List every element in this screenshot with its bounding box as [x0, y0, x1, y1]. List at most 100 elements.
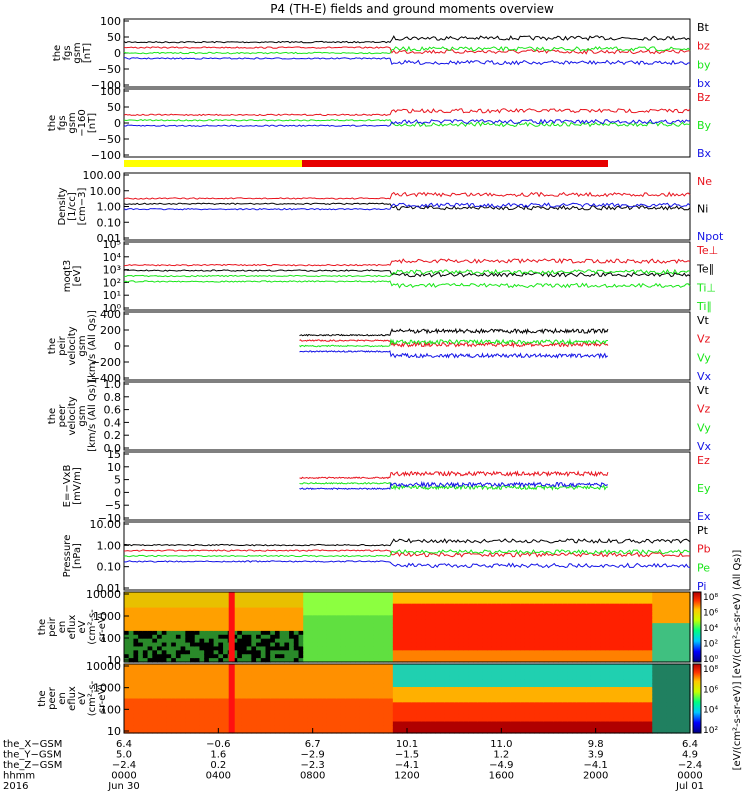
spectrogram-cell: [336, 642, 342, 648]
spectrogram-cell: [534, 627, 540, 632]
spectrogram-cell: [185, 627, 191, 632]
spectrogram-cell: [576, 690, 583, 696]
spectrogram-cell: [421, 619, 427, 624]
spectrogram-cell: [138, 698, 144, 703]
series-trace: [123, 549, 691, 558]
spectrogram-cell: [256, 650, 262, 655]
spectrogram-cell: [628, 683, 634, 688]
spectrogram-cell: [218, 615, 224, 620]
spectrogram-cell: [208, 675, 215, 680]
spectrogram-cell: [440, 698, 446, 703]
spectrogram-cell: [543, 710, 550, 715]
spectrogram-cell: [270, 675, 276, 680]
spectrogram-cell: [444, 713, 451, 719]
spectrogram-cell: [685, 713, 691, 719]
spectrogram-cell: [463, 729, 469, 734]
spectrogram-cell: [435, 611, 441, 616]
spectrogram-cell: [529, 687, 535, 692]
spectrogram-cell: [421, 607, 427, 613]
spectrogram-cell: [487, 642, 493, 648]
spectrogram-cell: [567, 717, 573, 723]
spectrogram-cell: [142, 702, 149, 707]
spectrogram-cell: [548, 729, 554, 734]
spectrogram-cell: [265, 713, 271, 719]
spectrogram-cell: [359, 650, 366, 655]
spectrogram-cell: [190, 694, 196, 700]
spectrogram-cell: [449, 630, 455, 636]
spectrogram-cell: [166, 611, 172, 616]
spectrogram-cell: [623, 702, 630, 707]
spectrogram-cell: [586, 658, 592, 663]
spectrogram-cell: [383, 717, 389, 723]
spectrogram-cell: [402, 729, 408, 734]
spectrogram-cell: [133, 713, 139, 719]
spectrogram-cell: [482, 717, 488, 723]
spectrogram-cell: [685, 630, 691, 636]
spectrogram-cell: [402, 683, 408, 688]
spectrogram-cell: [487, 650, 493, 655]
spectrogram-cell: [463, 623, 469, 628]
spectrogram-cell: [416, 592, 422, 597]
spectrogram-cell: [628, 650, 634, 655]
spectrogram-cell: [491, 713, 498, 719]
spectrogram-cell: [232, 615, 238, 620]
spectrogram-cell: [152, 619, 158, 624]
spectrogram-cell: [388, 611, 394, 616]
spectrogram-cell: [298, 694, 304, 700]
spectrogram-cell: [534, 717, 540, 723]
spectrogram-cell: [185, 638, 191, 644]
spectrogram-cell: [274, 698, 281, 703]
spectrogram-cell: [449, 658, 455, 663]
spectrogram-cell: [576, 619, 583, 624]
spectrogram-cell: [124, 683, 130, 688]
spectrogram-cell: [124, 623, 130, 628]
spectrogram-cell: [628, 599, 634, 605]
spectrogram-cell: [378, 592, 385, 597]
spectrogram-cell: [534, 599, 540, 605]
spectrogram-cell: [425, 658, 432, 663]
spectrogram-cell: [322, 664, 328, 669]
spectrogram-cell: [638, 646, 644, 651]
spectrogram-cell: [473, 627, 479, 632]
spectrogram-cell: [388, 646, 394, 651]
spectrogram-cell: [543, 627, 550, 632]
spectrogram-cell: [685, 667, 691, 673]
spectrogram-cell: [147, 611, 153, 616]
spectrogram-cell: [166, 729, 172, 734]
spectrogram-cell: [147, 706, 153, 711]
spectrogram-cell: [293, 667, 300, 673]
spectrogram-cell: [473, 599, 479, 605]
spectrogram-cell: [628, 592, 634, 597]
spectrogram-cell: [680, 687, 686, 692]
spectrogram-cell: [581, 698, 587, 703]
spectrogram-cell: [204, 687, 210, 692]
spectrogram-cell: [638, 664, 644, 669]
spectrogram-cell: [638, 623, 644, 628]
spectrogram-cell: [232, 694, 238, 700]
spectrogram-cell: [317, 690, 323, 696]
spectrogram-cell: [510, 638, 517, 644]
spectrogram-cell: [454, 675, 460, 680]
spectrogram-cell: [675, 623, 682, 628]
spectrogram-cell: [600, 623, 606, 628]
y-axis-label: −160: [77, 109, 88, 136]
spectrogram-cell: [520, 667, 526, 673]
spectrogram-cell: [463, 615, 469, 620]
spectrogram-cell: [289, 623, 295, 628]
spectrogram-cell: [312, 706, 318, 711]
legend-entry: Vt: [697, 314, 710, 327]
spectrogram-cell: [331, 592, 337, 597]
spectrogram-cell: [661, 642, 668, 648]
spectrogram-cell: [628, 595, 634, 601]
spectrogram-cell: [680, 607, 686, 613]
spectrogram-cell: [152, 694, 158, 700]
spectrogram-cell: [345, 654, 351, 659]
spectrogram-cell: [425, 679, 432, 684]
spectrogram-cell: [501, 603, 507, 609]
spectrogram-cell: [515, 698, 521, 703]
spectrogram-cell: [623, 658, 630, 663]
spectrogram-cell: [642, 658, 649, 663]
spectrogram-cell: [336, 623, 342, 628]
spectrogram-cell: [529, 667, 535, 673]
spectrogram-cell: [213, 607, 219, 613]
